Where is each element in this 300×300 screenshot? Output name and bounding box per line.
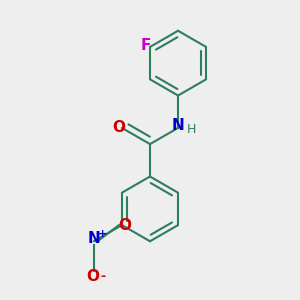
Text: +: +: [98, 229, 107, 239]
Text: N: N: [172, 118, 184, 133]
Text: O: O: [86, 268, 99, 284]
Text: O: O: [118, 218, 131, 232]
Text: N: N: [88, 231, 100, 246]
Text: F: F: [140, 38, 151, 53]
Text: H: H: [187, 123, 196, 136]
Text: O: O: [112, 120, 125, 135]
Text: -: -: [100, 269, 105, 283]
